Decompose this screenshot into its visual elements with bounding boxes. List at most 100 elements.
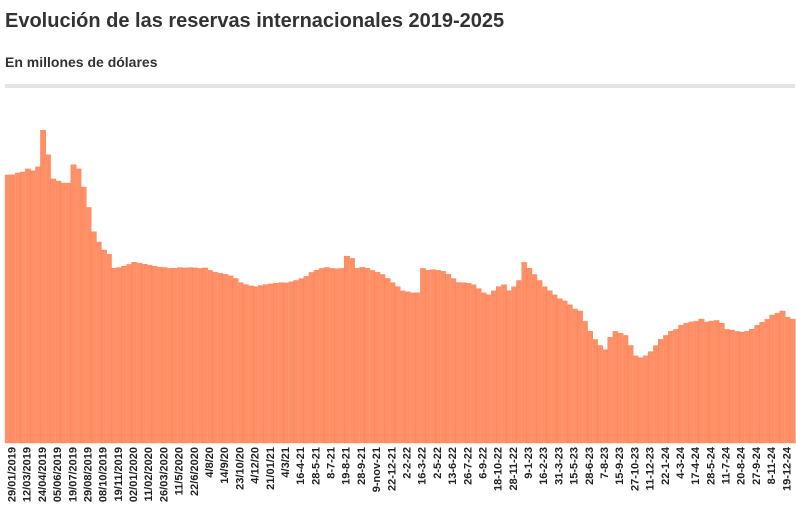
bar [404, 291, 411, 444]
bar [166, 268, 173, 444]
bar [409, 292, 416, 444]
bar [146, 264, 153, 444]
bar [111, 268, 117, 444]
x-tick-label: 11/5/2020 [174, 447, 186, 495]
x-tick-label: 08/10/2019 [98, 447, 110, 502]
bar [298, 278, 305, 444]
bar [278, 282, 285, 444]
x-tick-label: 15-9-23 [614, 447, 626, 485]
bar [252, 286, 259, 444]
bar [455, 282, 462, 444]
bar [556, 298, 563, 444]
bar [506, 290, 512, 444]
bar [207, 270, 214, 444]
bar [151, 266, 158, 444]
bar [501, 284, 507, 444]
x-tick-label: 29/01/2019 [7, 447, 19, 502]
bar [263, 284, 269, 444]
bar [470, 284, 477, 444]
bar [80, 186, 87, 444]
x-tick-label: 05/06/2019 [52, 447, 64, 502]
bar [176, 267, 183, 444]
bar [663, 335, 669, 444]
bar [359, 266, 366, 444]
x-tick-label: 7-8-23 [599, 447, 611, 479]
bar [496, 286, 502, 444]
bar [247, 285, 254, 444]
x-tick-label: 4/12/20 [250, 447, 262, 484]
bar [728, 329, 735, 444]
x-tick-label: 2-2-22 [402, 447, 414, 479]
x-tick-label: 13-6-22 [447, 447, 459, 485]
x-tick-label: 9-1-23 [523, 447, 535, 479]
bar [425, 270, 431, 444]
x-tick-label: 21/01/21 [265, 447, 277, 490]
bar [440, 270, 447, 444]
bars [4, 129, 796, 444]
bar [182, 267, 188, 444]
bar [187, 267, 193, 444]
x-tick-label: 27-9-24 [751, 446, 763, 485]
bar [217, 272, 224, 444]
bar [597, 345, 604, 444]
bar [617, 333, 624, 444]
bar [288, 281, 295, 444]
x-tick-label: 28-5-21 [310, 447, 322, 485]
x-tick-label: 26-7-22 [462, 447, 474, 485]
bar [546, 290, 553, 444]
bar [35, 166, 41, 444]
bar [90, 231, 97, 444]
bar [637, 357, 644, 444]
bar [384, 278, 391, 444]
bar [19, 171, 26, 444]
bar [318, 268, 325, 444]
bar [55, 180, 62, 444]
bar [106, 253, 112, 444]
bar [303, 276, 310, 444]
bar [485, 294, 492, 444]
bar [607, 337, 614, 444]
bar [703, 321, 710, 444]
bar [541, 286, 548, 444]
bar [333, 268, 340, 444]
bar [708, 320, 715, 444]
bar [627, 345, 634, 444]
bar [688, 321, 695, 444]
bar [749, 329, 755, 444]
bar [754, 324, 761, 444]
x-tick-label: 6-9-22 [477, 447, 489, 479]
x-tick-label: 19/07/2019 [67, 447, 79, 502]
x-tick-label: 24/04/2019 [37, 447, 49, 502]
bar [50, 178, 57, 444]
bar [364, 268, 371, 444]
x-tick-label: 02/01/2020 [128, 447, 140, 502]
bar [25, 168, 31, 444]
bar [75, 168, 82, 444]
x-tick-label: 31-3-23 [553, 447, 565, 485]
x-tick-label: 14/9/20 [219, 447, 231, 484]
bar [764, 318, 771, 444]
bar [678, 324, 685, 444]
bar [136, 262, 143, 444]
bar [698, 318, 705, 444]
bar [430, 269, 436, 444]
bar [769, 314, 776, 444]
bar [734, 331, 740, 444]
bar [526, 268, 533, 444]
x-tick-label: 15-5-23 [569, 447, 581, 485]
bar [349, 257, 355, 444]
x-tick-label: 22-12-21 [386, 447, 398, 491]
bar [632, 355, 639, 444]
bar [313, 270, 320, 444]
bar [192, 267, 198, 444]
x-tick-label: 11/02/2020 [143, 447, 155, 501]
bar [40, 129, 47, 444]
bar [116, 267, 122, 444]
bar [571, 308, 578, 444]
x-tick-label: 28-9-21 [356, 447, 368, 485]
bar [490, 290, 497, 444]
x-tick-label: 4/3/21 [280, 447, 292, 478]
bar [779, 310, 786, 444]
bar [480, 292, 487, 444]
x-tick-label: 28-6-23 [584, 447, 596, 485]
